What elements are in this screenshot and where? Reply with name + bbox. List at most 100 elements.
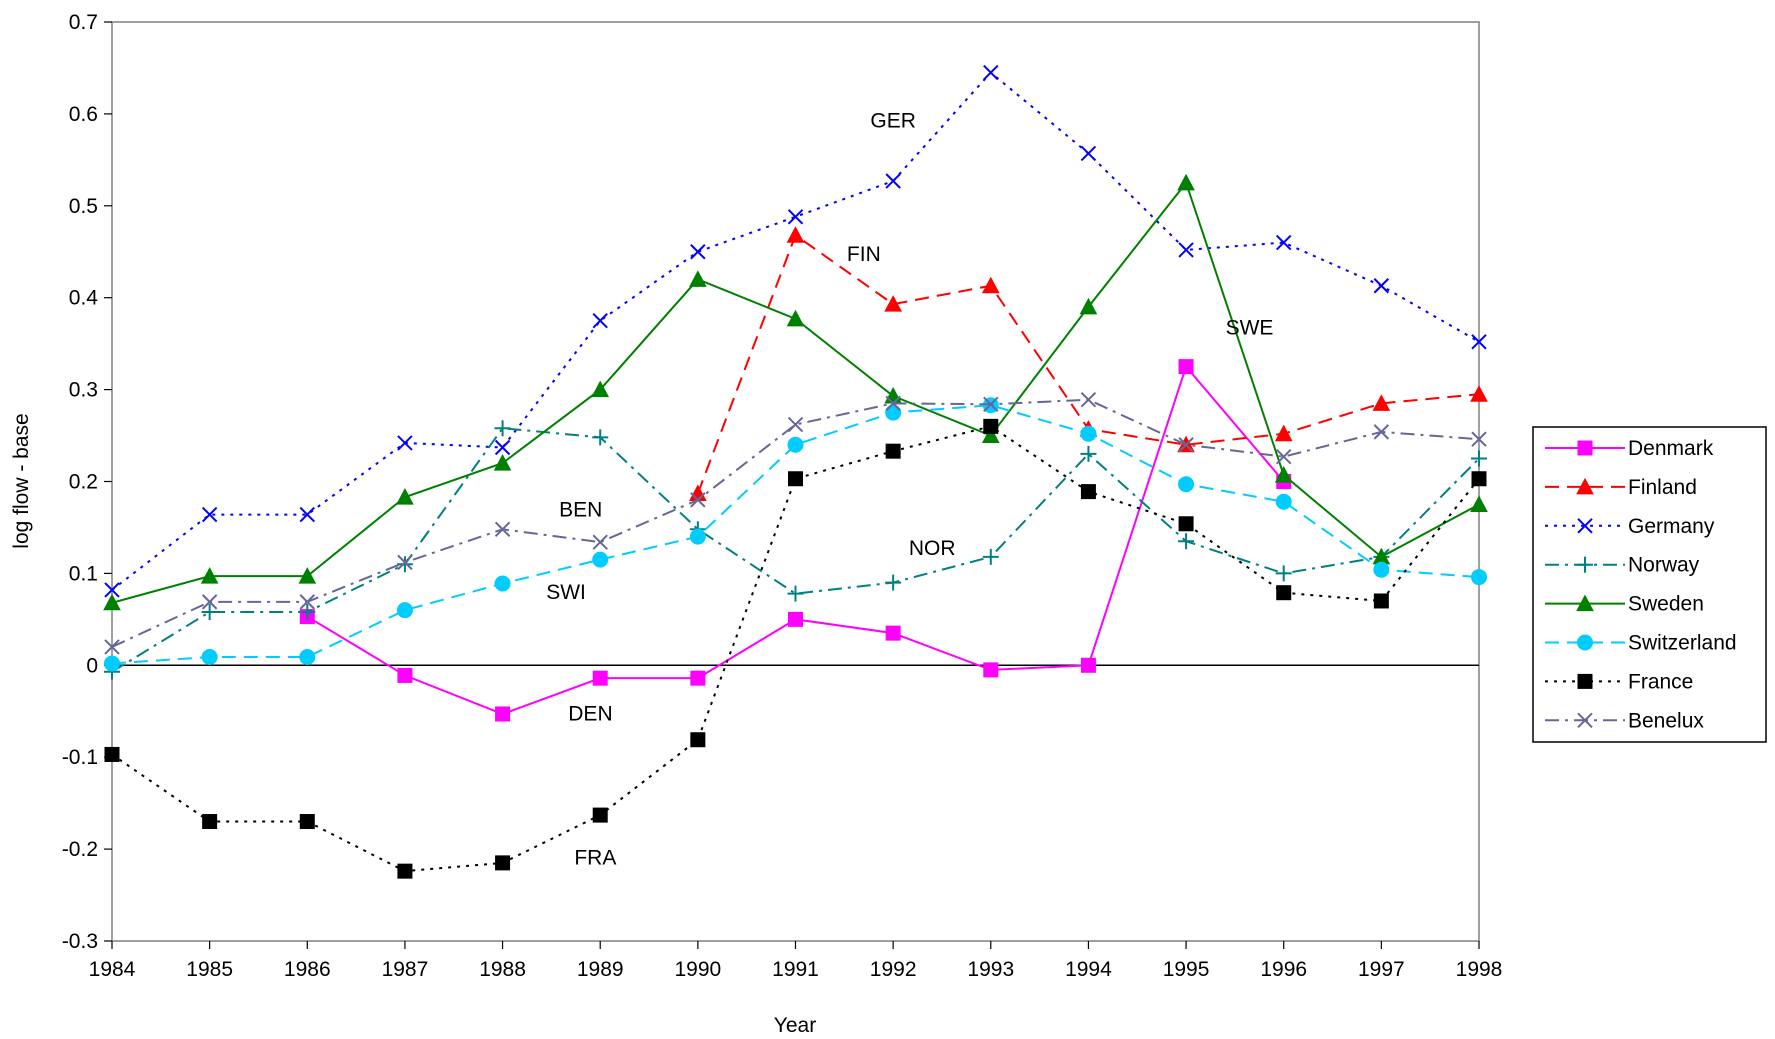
data-point-germany — [1276, 234, 1292, 251]
data-point-sweden — [689, 270, 707, 287]
x-tick-label: 1986 — [284, 958, 331, 981]
legend-item-denmark: Denmark — [1545, 437, 1714, 460]
plot-area: -0.3-0.2-0.100.10.20.30.40.50.60.7 1984 1… — [62, 11, 1503, 981]
data-point-benelux — [592, 534, 608, 550]
data-point-sweden — [200, 567, 219, 584]
data-point-denmark — [1178, 359, 1194, 375]
data-point-benelux — [787, 416, 804, 433]
data-point-denmark — [1080, 657, 1096, 673]
data-point-benelux — [1471, 431, 1487, 447]
x-tick-label: 1984 — [89, 958, 136, 981]
data-point-france — [983, 418, 999, 434]
legend-marker — [1576, 594, 1594, 612]
data-point-benelux — [983, 396, 999, 413]
data-point-denmark — [592, 670, 608, 686]
data-point-switzerland — [1080, 425, 1097, 442]
data-point-norway — [787, 585, 804, 602]
data-point-germany — [690, 244, 706, 260]
data-point-switzerland — [885, 404, 902, 421]
data-point-france — [1373, 593, 1389, 609]
x-tick-label: 1985 — [186, 958, 233, 981]
series-benelux — [104, 392, 1487, 655]
data-point-sweden — [1274, 466, 1293, 483]
series-sweden — [103, 173, 1488, 611]
x-tick-label: 1998 — [1456, 958, 1503, 981]
legend: Denmark Finland Germany Norway Sweden Switzer… — [1532, 426, 1767, 743]
series-france — [104, 418, 1487, 879]
data-point-benelux — [104, 639, 120, 655]
data-point-france — [1276, 585, 1292, 601]
legend-item-benelux: Benelux — [1545, 709, 1704, 732]
data-point-benelux — [494, 521, 511, 537]
data-point-germany — [983, 64, 999, 81]
data-point-benelux — [1178, 437, 1194, 453]
legend-marker — [1577, 712, 1593, 729]
legend-marker — [1577, 634, 1593, 651]
data-point-sweden — [1177, 173, 1195, 191]
annotation-label: BEN — [559, 498, 602, 521]
data-point-switzerland — [104, 655, 120, 672]
y-tick-label: 0.3 — [69, 379, 98, 402]
annotation-label: DEN — [568, 702, 612, 725]
data-point-france — [690, 732, 706, 748]
x-tick-label: 1992 — [870, 958, 917, 981]
annotation-label: NOR — [909, 537, 956, 560]
x-tick-label: 1996 — [1260, 958, 1307, 981]
data-point-denmark — [495, 706, 511, 722]
annotation-label: FIN — [847, 243, 881, 266]
y-tick-label: -0.1 — [62, 746, 98, 769]
data-point-switzerland — [1471, 569, 1487, 586]
x-tick-label: 1987 — [382, 958, 429, 981]
data-point-sweden — [981, 426, 1000, 444]
data-point-germany — [592, 312, 608, 329]
data-point-norway — [982, 548, 999, 565]
legend-item-sweden: Sweden — [1545, 593, 1704, 616]
data-point-switzerland — [396, 602, 413, 619]
y-tick-label: 0.5 — [69, 195, 98, 218]
x-tick-label: 1995 — [1163, 958, 1210, 981]
legend-label: Sweden — [1628, 593, 1704, 616]
x-tick-label: 1994 — [1065, 958, 1112, 981]
data-point-benelux — [1373, 424, 1390, 440]
data-point-france — [885, 443, 901, 459]
legend-item-france: France — [1545, 670, 1693, 693]
data-point-germany — [397, 435, 413, 451]
series-lines — [103, 64, 1488, 879]
data-point-norway — [1275, 565, 1292, 582]
data-point-france — [397, 863, 413, 879]
data-point-germany — [299, 506, 315, 523]
legend-label: Benelux — [1628, 709, 1704, 732]
data-point-france — [104, 746, 120, 762]
data-point-sweden — [103, 593, 121, 611]
data-point-france — [495, 855, 511, 871]
data-point-france — [1471, 471, 1487, 487]
series-line-france — [111, 425, 1480, 873]
data-point-benelux — [201, 594, 218, 610]
legend-label: Finland — [1628, 476, 1697, 499]
annotations: GER FIN SWE BEN NOR SWI DEN FRA — [546, 110, 1273, 870]
data-point-france — [1178, 516, 1194, 532]
legend-marker — [1577, 440, 1593, 456]
data-point-germany — [1178, 242, 1194, 258]
data-point-norway — [1080, 445, 1097, 462]
data-point-benelux — [690, 492, 706, 508]
data-point-norway — [1471, 450, 1487, 467]
data-point-france — [202, 814, 218, 830]
data-point-norway — [396, 556, 413, 573]
annotation-label: GER — [870, 110, 916, 133]
data-point-sweden — [396, 488, 414, 505]
data-point-germany — [201, 506, 218, 523]
y-tick-label: 0.1 — [69, 562, 98, 585]
x-tick-label: 1991 — [772, 958, 819, 981]
data-point-finland — [786, 226, 805, 243]
data-point-switzerland — [787, 436, 804, 453]
data-point-switzerland — [1178, 476, 1195, 493]
legend-item-norway: Norway — [1545, 554, 1700, 577]
data-point-france — [1080, 484, 1096, 500]
data-point-norway — [201, 603, 218, 620]
y-tick-label: 0.2 — [69, 471, 98, 494]
legend-label: Switzerland — [1628, 632, 1737, 655]
legend-marker — [1577, 673, 1593, 689]
legend-label: Germany — [1628, 515, 1715, 538]
series-line-benelux — [111, 398, 1480, 648]
